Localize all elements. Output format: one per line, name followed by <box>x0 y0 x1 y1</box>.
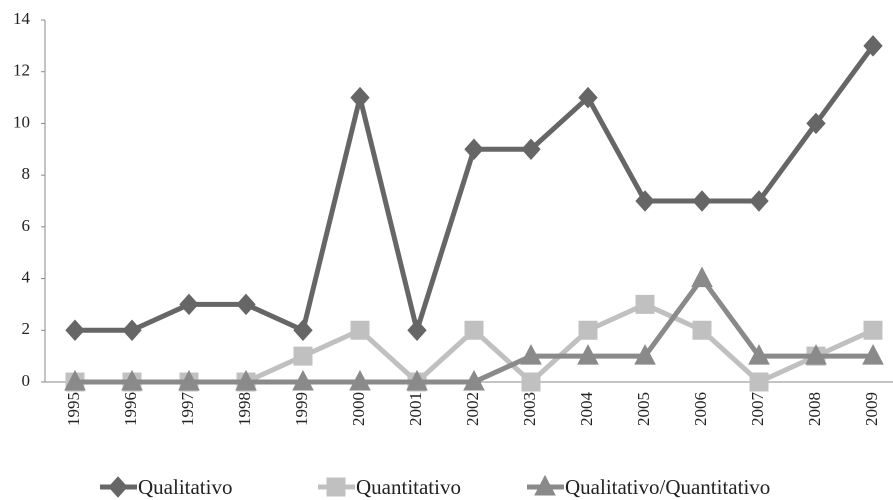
point <box>122 319 142 342</box>
x-tick-label: 2001 <box>406 392 425 426</box>
point <box>293 346 313 366</box>
x-tick-label: 2006 <box>691 392 710 426</box>
x-tick-label: 1996 <box>121 392 140 426</box>
x-tick-label: 2004 <box>577 392 596 427</box>
legend-marker <box>326 477 346 497</box>
legend-label: Quantitativo <box>356 475 461 499</box>
point <box>520 344 542 365</box>
legend-marker <box>534 474 556 496</box>
x-tick-label: 2002 <box>463 392 482 426</box>
point <box>578 320 598 340</box>
point <box>350 86 370 109</box>
point <box>805 344 827 365</box>
point <box>406 369 428 391</box>
point <box>692 190 712 212</box>
legend-marker <box>108 476 128 498</box>
point <box>749 372 769 392</box>
point <box>862 344 884 365</box>
point <box>179 293 199 316</box>
point <box>64 369 86 391</box>
legend-label: Qualitativo/Quantitativo <box>565 475 770 499</box>
point <box>749 190 769 212</box>
point <box>293 319 313 342</box>
point <box>634 344 656 365</box>
y-tick-label: 8 <box>22 164 31 183</box>
y-tick-label: 14 <box>13 9 31 28</box>
point <box>121 369 143 391</box>
point <box>463 369 485 391</box>
x-tick-label: 1995 <box>64 392 83 426</box>
point <box>407 319 427 342</box>
x-tick-label: 2003 <box>520 392 539 426</box>
point <box>178 369 200 391</box>
point <box>635 294 655 314</box>
x-tick-label: 2009 <box>862 392 881 426</box>
x-tick-label: 1998 <box>235 392 254 426</box>
point <box>349 369 371 391</box>
point <box>464 138 484 161</box>
y-tick-label: 4 <box>22 267 31 286</box>
point <box>748 344 770 365</box>
x-tick-label: 2005 <box>634 392 653 426</box>
y-tick-label: 12 <box>13 61 30 80</box>
point <box>521 138 541 161</box>
point <box>692 320 712 340</box>
point <box>350 320 370 340</box>
point <box>235 369 257 391</box>
y-tick-label: 10 <box>13 112 30 131</box>
point <box>806 112 826 135</box>
point <box>635 190 655 212</box>
point <box>577 344 599 365</box>
x-tick-label: 2007 <box>748 392 767 427</box>
point <box>236 293 256 316</box>
point <box>65 319 85 342</box>
legend-label: Qualitativo <box>138 475 232 499</box>
y-tick-label: 6 <box>22 216 31 235</box>
point <box>464 320 484 340</box>
y-tick-label: 0 <box>22 371 31 390</box>
point <box>292 369 314 391</box>
point <box>521 372 541 392</box>
x-tick-label: 2000 <box>349 392 368 426</box>
point <box>691 266 713 288</box>
point <box>863 320 883 340</box>
y-tick-label: 2 <box>22 319 31 338</box>
x-tick-label: 2008 <box>805 392 824 426</box>
x-tick-label: 1997 <box>178 392 197 427</box>
point <box>578 86 598 109</box>
point <box>863 35 883 57</box>
x-tick-label: 1999 <box>292 392 311 426</box>
series-line <box>75 44 876 333</box>
